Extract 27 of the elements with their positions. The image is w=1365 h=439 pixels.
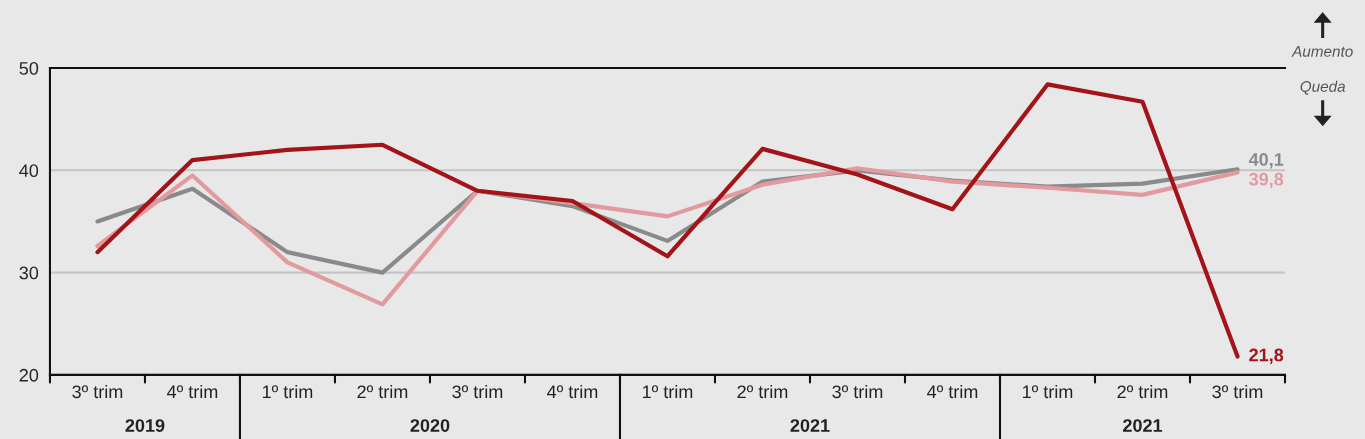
text: 2020 [410, 419, 450, 432]
data-label: 39,8 [1249, 172, 1284, 189]
x-tick-label: 1º trim [643, 384, 693, 399]
text: Queda [1300, 80, 1346, 95]
text: Aumento [1291, 46, 1353, 57]
x-tick-label: 2º trim [357, 384, 408, 399]
data-label: 40,1 [1248, 153, 1284, 169]
text: 2021 [1123, 419, 1163, 432]
x-tick-label: 4º trim [547, 384, 598, 399]
x-tick-label: 2º trim [1117, 384, 1168, 399]
text: 2021 [790, 419, 830, 432]
text: 2019 [125, 419, 165, 432]
x-tick-label: 4º trim [167, 384, 218, 399]
line-series [95, 82, 1240, 359]
y-tick-label: 20 [19, 368, 39, 382]
x-tick-label: 3º trim [452, 384, 503, 399]
x-tick-label: 3º trim [832, 384, 883, 399]
y-tick-label: 30 [19, 266, 39, 280]
x-tick-label: 3º trim [72, 384, 123, 399]
y-tick-label: 50 [19, 61, 39, 75]
y-tick-label: 40 [19, 164, 39, 178]
data-label: 21,8 [1249, 348, 1284, 364]
x-tick-label: 1º trim [1023, 384, 1073, 399]
x-tick-label: 3º trim [1212, 384, 1263, 399]
x-tick-label: 1º trim [262, 384, 313, 399]
x-tick-label: 2º trim [737, 384, 788, 399]
x-tick-label: 4º trim [927, 384, 978, 399]
